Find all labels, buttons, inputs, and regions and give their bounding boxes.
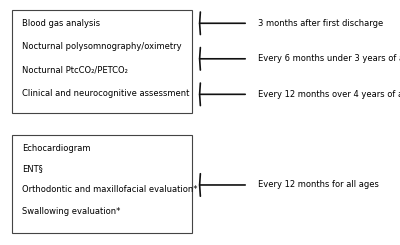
Text: Every 6 months under 3 years of age: Every 6 months under 3 years of age <box>258 54 400 63</box>
Text: Every 12 months for all ages: Every 12 months for all ages <box>258 181 379 189</box>
Text: Nocturnal PtcCO₂/PETCO₂: Nocturnal PtcCO₂/PETCO₂ <box>22 65 128 74</box>
Text: Echocardiogram: Echocardiogram <box>22 144 90 153</box>
Text: Nocturnal polysomnography/oximetry: Nocturnal polysomnography/oximetry <box>22 42 182 51</box>
Text: Swallowing evaluation*: Swallowing evaluation* <box>22 208 120 216</box>
Text: 3 months after first discharge: 3 months after first discharge <box>258 19 383 28</box>
Text: Every 12 months over 4 years of age: Every 12 months over 4 years of age <box>258 90 400 99</box>
Text: Orthodontic and maxillofacial evaluation*: Orthodontic and maxillofacial evaluation… <box>22 185 198 194</box>
Bar <box>12 10 192 113</box>
Bar <box>12 135 192 233</box>
Text: Clinical and neurocognitive assessment: Clinical and neurocognitive assessment <box>22 89 189 98</box>
Text: ENT§: ENT§ <box>22 165 43 173</box>
Text: Blood gas analysis: Blood gas analysis <box>22 19 100 28</box>
